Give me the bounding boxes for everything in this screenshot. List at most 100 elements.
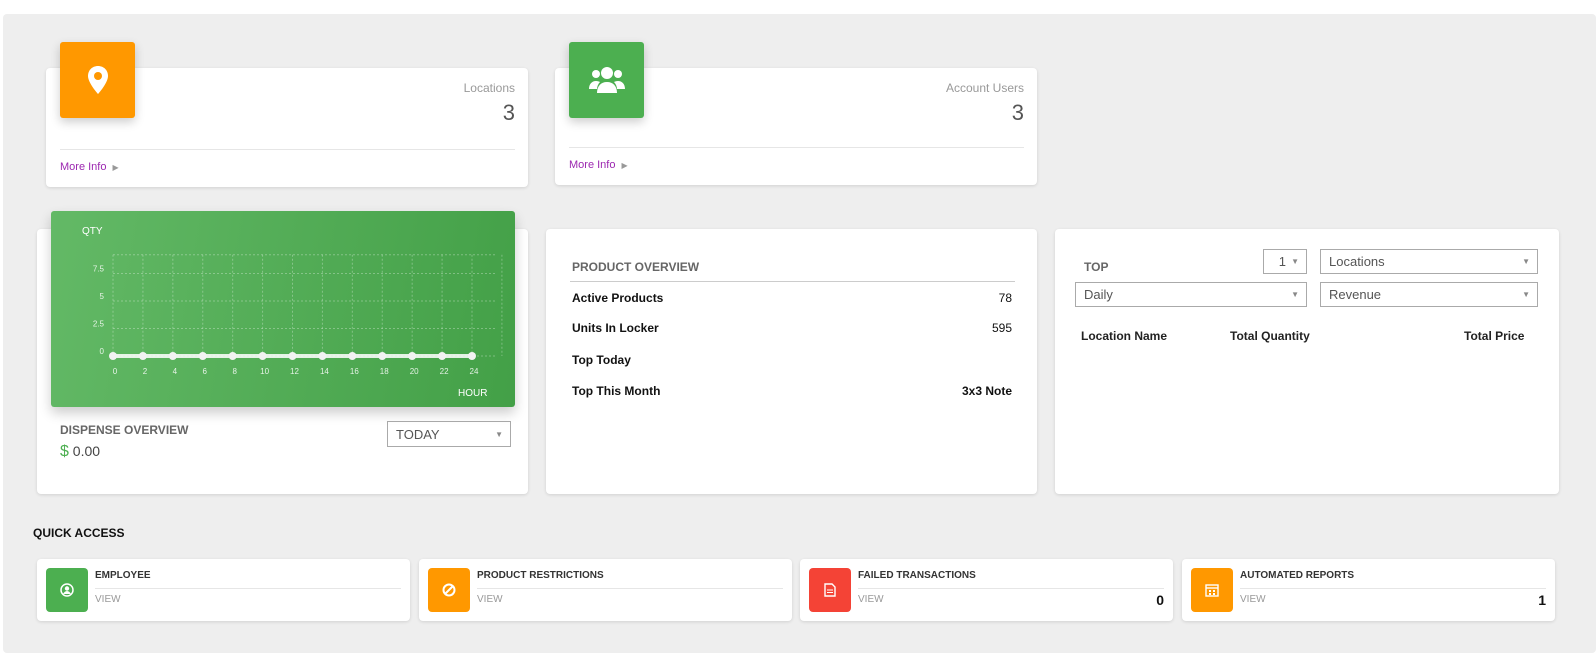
product-row: Top This Month 3x3 Note <box>572 384 1012 398</box>
chevron-down-icon: ▼ <box>1291 257 1299 266</box>
users-icon <box>569 42 644 118</box>
top-card: TOP 1 ▼ Locations ▼ Daily ▼ Revenue ▼ Locati… <box>1055 229 1559 494</box>
data-point <box>258 352 267 360</box>
x-tick-label: 16 <box>350 367 359 376</box>
period-value: TODAY <box>396 426 440 442</box>
row-label: Active Products <box>572 291 664 305</box>
divider <box>858 588 1164 589</box>
product-row: Top Today <box>572 353 1012 367</box>
quick-access-card[interactable]: FAILED TRANSACTIONS VIEW 0 <box>800 559 1173 621</box>
x-tick-label: 14 <box>320 367 329 376</box>
x-tick-label: 10 <box>260 367 269 376</box>
data-point <box>198 352 207 360</box>
metric-value: Revenue <box>1329 287 1382 302</box>
period-select[interactable]: TODAY ▼ <box>387 421 511 447</box>
row-value: 78 <box>998 291 1012 305</box>
x-axis-label: HOUR <box>458 388 488 399</box>
view-link[interactable]: VIEW <box>858 594 884 605</box>
divider <box>570 281 1015 282</box>
y-tick-label: 7.5 <box>93 265 105 274</box>
data-point <box>378 352 387 360</box>
y-axis-label: QTY <box>82 226 103 237</box>
data-point <box>228 352 237 360</box>
divider <box>1240 588 1546 589</box>
chevron-down-icon: ▼ <box>1291 290 1299 299</box>
x-tick-label: 0 <box>113 367 118 376</box>
more-info-label: More Info <box>569 159 616 171</box>
y-tick-label: 0 <box>100 347 105 356</box>
document-icon <box>809 568 851 612</box>
stat-label: Account Users <box>945 81 1024 95</box>
quick-access-label: AUTOMATED REPORTS <box>1240 570 1355 581</box>
dispense-title: DISPENSE OVERVIEW <box>60 423 189 437</box>
quick-access-label: EMPLOYEE <box>95 570 151 581</box>
user-circle-icon <box>46 568 88 612</box>
metric-select[interactable]: Revenue ▼ <box>1320 282 1538 307</box>
entity-select[interactable]: Locations ▼ <box>1320 249 1538 274</box>
more-info-label: More Info <box>60 161 107 173</box>
quick-access-title: QUICK ACCESS <box>33 526 125 540</box>
chevron-down-icon: ▼ <box>1522 257 1530 266</box>
quick-access-card[interactable]: EMPLOYEE VIEW <box>37 559 410 621</box>
calendar-icon <box>1191 568 1233 612</box>
amount-value: 0.00 <box>72 443 101 459</box>
divider <box>95 588 401 589</box>
data-point <box>438 352 447 360</box>
caret-right-icon: ▶ <box>112 163 119 172</box>
data-point <box>109 352 117 360</box>
data-point <box>468 352 476 360</box>
data-point <box>168 352 177 360</box>
data-point <box>318 352 327 360</box>
quick-access-label: FAILED TRANSACTIONS <box>858 570 976 581</box>
data-point <box>288 352 297 360</box>
y-tick-label: 2.5 <box>93 320 105 329</box>
divider <box>477 588 783 589</box>
row-label: Units In Locker <box>572 321 659 335</box>
product-overview-title: PRODUCT OVERVIEW <box>572 260 700 274</box>
dispense-amount: $ 0.00 <box>60 443 100 461</box>
top-count-value: 1 <box>1278 254 1286 269</box>
entity-value: Locations <box>1329 254 1385 269</box>
column-header: Location Name <box>1081 329 1168 343</box>
top-count-select[interactable]: 1 ▼ <box>1263 249 1307 274</box>
column-header: Total Quantity <box>1230 329 1310 343</box>
product-row: Active Products 78 <box>572 291 1012 305</box>
row-label: Top This Month <box>572 384 661 398</box>
period-value: Daily <box>1084 287 1113 302</box>
more-info-link[interactable]: More Info ▶ <box>569 159 628 171</box>
stat-label: Locations <box>463 81 515 95</box>
product-overview-card: PRODUCT OVERVIEW Active Products 78 Units… <box>546 229 1037 494</box>
divider <box>569 147 1024 148</box>
view-link[interactable]: VIEW <box>477 594 503 605</box>
currency-symbol: $ <box>60 443 69 460</box>
x-tick-label: 22 <box>440 367 449 376</box>
chevron-down-icon: ▼ <box>495 429 503 439</box>
view-link[interactable]: VIEW <box>95 594 121 605</box>
row-label: Top Today <box>572 353 631 367</box>
period-select[interactable]: Daily ▼ <box>1075 282 1307 307</box>
count-value: 1 <box>1538 592 1546 608</box>
y-tick-label: 5 <box>100 292 105 301</box>
x-tick-label: 18 <box>380 367 389 376</box>
more-info-link[interactable]: More Info ▶ <box>60 161 119 173</box>
product-row: Units In Locker 595 <box>572 321 1012 335</box>
stat-value: 3 <box>502 100 515 125</box>
quick-access-card[interactable]: PRODUCT RESTRICTIONS VIEW <box>419 559 792 621</box>
top-title: TOP <box>1084 260 1109 274</box>
x-tick-label: 6 <box>203 367 208 376</box>
caret-right-icon: ▶ <box>621 161 628 170</box>
x-tick-label: 20 <box>410 367 419 376</box>
data-point <box>408 352 417 360</box>
map-pin-icon <box>60 42 135 118</box>
x-tick-label: 8 <box>232 367 237 376</box>
row-value: 595 <box>991 321 1012 335</box>
view-link[interactable]: VIEW <box>1240 594 1266 605</box>
row-value: 3x3 Note <box>961 384 1012 398</box>
x-tick-label: 12 <box>290 367 299 376</box>
x-tick-label: 2 <box>143 367 148 376</box>
column-header: Total Price <box>1464 329 1525 343</box>
stat-value: 3 <box>1011 100 1024 125</box>
block-icon <box>428 568 470 612</box>
x-tick-label: 24 <box>470 367 479 376</box>
quick-access-card[interactable]: AUTOMATED REPORTS VIEW 1 <box>1182 559 1555 621</box>
